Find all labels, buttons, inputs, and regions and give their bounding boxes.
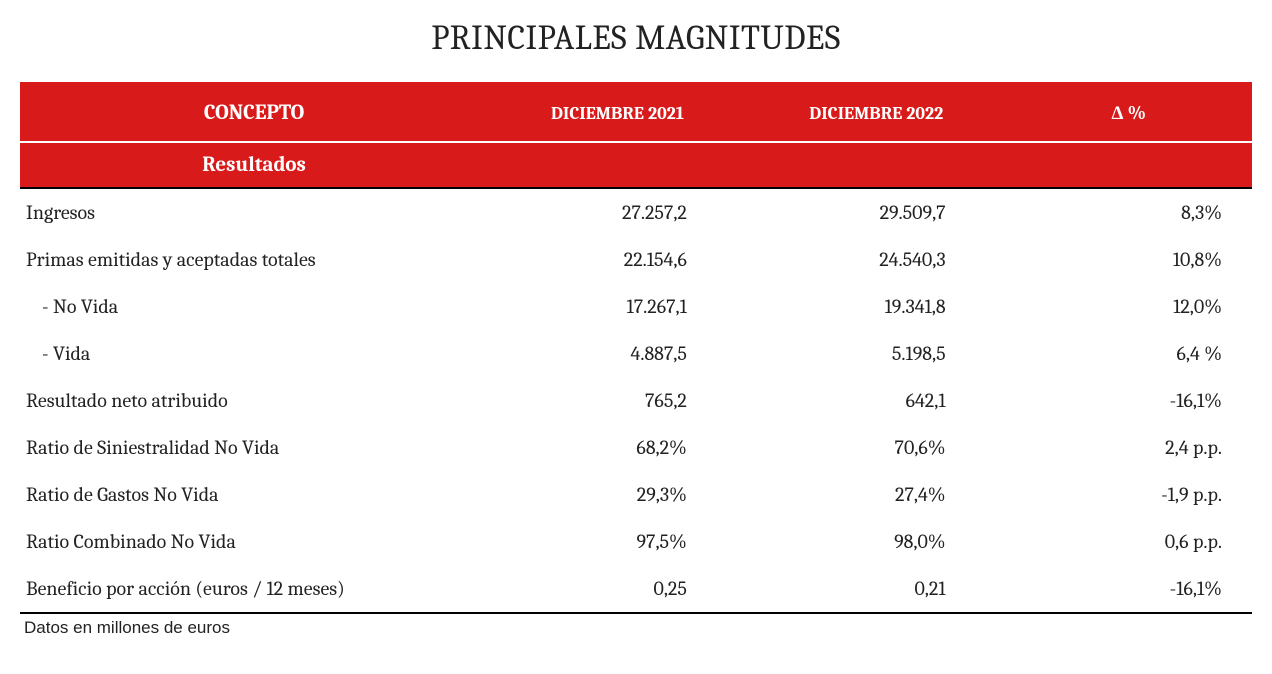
header-concept: CONCEPTO: [20, 84, 488, 143]
row-value-2021: 68,2%: [488, 424, 747, 471]
row-label: Primas emitidas y aceptadas totales: [20, 236, 488, 283]
row-delta: -16,1%: [1006, 377, 1252, 424]
row-label: Ratio de Siniestralidad No Vida: [20, 424, 488, 471]
header-col-2022: DICIEMBRE 2022: [747, 84, 1006, 143]
table-row: - No Vida17.267,119.341,812,0%: [20, 283, 1252, 330]
row-label: Ratio Combinado No Vida: [20, 518, 488, 565]
row-delta: 10,8%: [1006, 236, 1252, 283]
row-delta: -16,1%: [1006, 565, 1252, 613]
table-row: Ratio de Siniestralidad No Vida68,2%70,6…: [20, 424, 1252, 471]
section-empty: [488, 142, 747, 188]
row-value-2021: 22.154,6: [488, 236, 747, 283]
row-value-2021: 97,5%: [488, 518, 747, 565]
table-row: Primas emitidas y aceptadas totales22.15…: [20, 236, 1252, 283]
page-title: PRINCIPALES MAGNITUDES: [20, 18, 1252, 58]
row-label: Resultado neto atribuido: [20, 377, 488, 424]
header-delta: Δ %: [1006, 84, 1252, 143]
table-row: Ingresos27.257,229.509,78,3%: [20, 188, 1252, 236]
table-row: - Vida4.887,55.198,56,4 %: [20, 330, 1252, 377]
footnote: Datos en millones de euros: [20, 618, 1252, 638]
table-row: Beneficio por acción (euros / 12 meses)0…: [20, 565, 1252, 613]
header-col-2021: DICIEMBRE 2021: [488, 84, 747, 143]
row-value-2021: 27.257,2: [488, 188, 747, 236]
row-delta: 12,0%: [1006, 283, 1252, 330]
row-delta: 2,4 p.p.: [1006, 424, 1252, 471]
section-label: Resultados: [20, 142, 488, 188]
row-label: Ingresos: [20, 188, 488, 236]
table-row: Ratio Combinado No Vida97,5%98,0%0,6 p.p…: [20, 518, 1252, 565]
row-label: - No Vida: [20, 283, 488, 330]
row-value-2022: 642,1: [747, 377, 1006, 424]
row-value-2022: 27,4%: [747, 471, 1006, 518]
row-value-2021: 17.267,1: [488, 283, 747, 330]
row-label: - Vida: [20, 330, 488, 377]
row-delta: 8,3%: [1006, 188, 1252, 236]
section-row-resultados: Resultados: [20, 142, 1252, 188]
table-row: Ratio de Gastos No Vida29,3%27,4%-1,9 p.…: [20, 471, 1252, 518]
section-empty: [1006, 142, 1252, 188]
row-value-2022: 24.540,3: [747, 236, 1006, 283]
row-delta: -1,9 p.p.: [1006, 471, 1252, 518]
row-value-2022: 98,0%: [747, 518, 1006, 565]
row-delta: 6,4 %: [1006, 330, 1252, 377]
row-label: Ratio de Gastos No Vida: [20, 471, 488, 518]
row-delta: 0,6 p.p.: [1006, 518, 1252, 565]
table-row: Resultado neto atribuido765,2642,1-16,1%: [20, 377, 1252, 424]
row-value-2021: 4.887,5: [488, 330, 747, 377]
page-container: PRINCIPALES MAGNITUDES CONCEPTO DICIEMBR…: [0, 0, 1272, 658]
row-value-2022: 19.341,8: [747, 283, 1006, 330]
row-value-2021: 29,3%: [488, 471, 747, 518]
magnitudes-table: CONCEPTO DICIEMBRE 2021 DICIEMBRE 2022 Δ…: [20, 82, 1252, 614]
row-value-2021: 0,25: [488, 565, 747, 613]
row-label: Beneficio por acción (euros / 12 meses): [20, 565, 488, 613]
row-value-2022: 70,6%: [747, 424, 1006, 471]
row-value-2022: 5.198,5: [747, 330, 1006, 377]
row-value-2022: 0,21: [747, 565, 1006, 613]
row-value-2021: 765,2: [488, 377, 747, 424]
table-header-row: CONCEPTO DICIEMBRE 2021 DICIEMBRE 2022 Δ…: [20, 84, 1252, 143]
row-value-2022: 29.509,7: [747, 188, 1006, 236]
table-body: Resultados Ingresos27.257,229.509,78,3%P…: [20, 142, 1252, 613]
section-empty: [747, 142, 1006, 188]
